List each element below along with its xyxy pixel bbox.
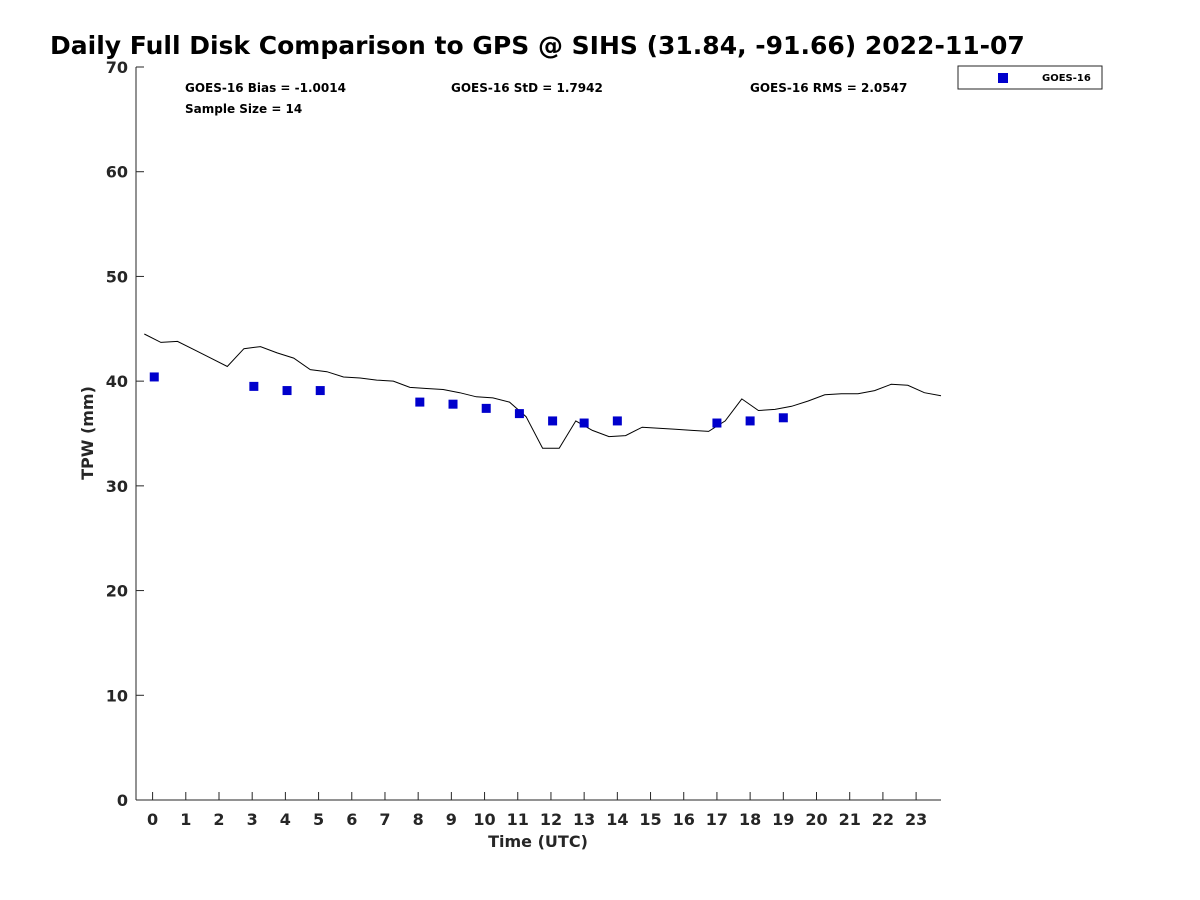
x-tick-label: 13: [573, 810, 595, 829]
reference-line: [144, 333, 942, 449]
x-tick-label: 14: [606, 810, 628, 829]
rms-annotation: GOES-16 RMS = 2.0547: [750, 81, 907, 95]
goes16-point: [315, 386, 325, 396]
goes16-point: [415, 397, 425, 407]
y-tick-label: 10: [106, 686, 128, 705]
x-tick-label: 17: [706, 810, 728, 829]
axes: [135, 67, 941, 801]
y-tick-label: 50: [106, 267, 128, 286]
legend-box: [957, 65, 1103, 90]
x-tick-label: 4: [280, 810, 291, 829]
goes16-point: [282, 386, 292, 396]
y-tick-label: 70: [106, 58, 128, 77]
x-tick-label: 0: [147, 810, 158, 829]
goes16-point: [514, 409, 524, 419]
x-axis-label: Time (UTC): [488, 832, 588, 851]
std-annotation: GOES-16 StD = 1.7942: [451, 81, 603, 95]
reference-line-series: [144, 333, 942, 449]
x-tick-label: 18: [739, 810, 761, 829]
x-tick-label: 3: [247, 810, 258, 829]
y-ticks: 0 10 20 30 40 50 60 70: [106, 58, 144, 810]
x-tick-label: 2: [213, 810, 224, 829]
goes16-point: [448, 399, 458, 409]
goes16-point: [249, 381, 259, 391]
legend: GOES-16: [957, 65, 1103, 90]
goes16-point-series: [149, 372, 788, 428]
chart-title: Daily Full Disk Comparison to GPS @ SIHS…: [50, 31, 1025, 60]
x-tick-label: 12: [540, 810, 562, 829]
y-tick-label: 20: [106, 582, 128, 601]
x-tick-label: 9: [446, 810, 457, 829]
bias-annotation: GOES-16 Bias = -1.0014: [185, 81, 346, 95]
goes16-point: [612, 416, 622, 426]
y-tick-label: 40: [106, 372, 128, 391]
y-tick-label: 60: [106, 163, 128, 182]
goes16-point: [481, 403, 491, 413]
y-tick-label: 30: [106, 477, 128, 496]
x-tick-label: 16: [673, 810, 695, 829]
legend-label-goes16: GOES-16: [1042, 73, 1091, 84]
x-ticks: 0 1 2 3 4 5 6 7 8 9 10 11 12 13 14 15 16 17 18 19 20 21 22 23: [147, 792, 927, 829]
x-tick-label: 8: [413, 810, 424, 829]
goes16-point: [712, 418, 722, 428]
x-tick-label: 15: [639, 810, 661, 829]
x-tick-label: 19: [772, 810, 794, 829]
x-tick-label: 6: [346, 810, 357, 829]
goes16-point: [778, 413, 788, 423]
x-tick-label: 21: [839, 810, 861, 829]
x-tick-label: 11: [507, 810, 529, 829]
y-tick-label: 0: [117, 791, 128, 810]
goes16-point: [579, 418, 589, 428]
sample-size-annotation: Sample Size = 14: [185, 102, 302, 116]
goes16-point: [548, 416, 558, 426]
y-axis-label: TPW (mm): [78, 386, 97, 480]
goes16-point: [149, 372, 159, 382]
x-tick-label: 10: [473, 810, 495, 829]
x-tick-label: 7: [379, 810, 390, 829]
x-tick-label: 23: [905, 810, 927, 829]
x-tick-label: 5: [313, 810, 324, 829]
goes16-point: [745, 416, 755, 426]
x-tick-label: 1: [180, 810, 191, 829]
legend-marker-goes16: [998, 73, 1008, 83]
x-tick-label: 20: [805, 810, 827, 829]
x-tick-label: 22: [872, 810, 894, 829]
